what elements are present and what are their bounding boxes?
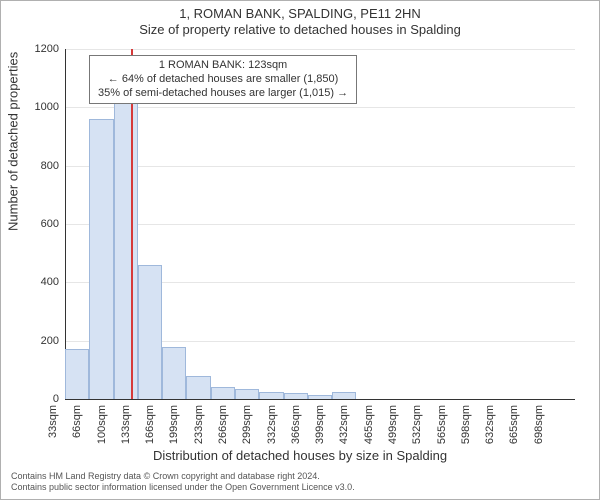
chart-plot-area: 02004006008001000120033sqm66sqm100sqm133… xyxy=(65,49,575,399)
y-tick-label: 1000 xyxy=(35,101,65,113)
x-tick-label: 632sqm xyxy=(484,405,496,444)
x-tick-label: 100sqm xyxy=(96,405,108,444)
gridline xyxy=(65,49,575,50)
x-tick-label: 266sqm xyxy=(217,405,229,444)
y-axis-label: Number of detached properties xyxy=(6,52,21,231)
x-tick-label: 233sqm xyxy=(193,405,205,444)
annotation-box: 1 ROMAN BANK: 123sqm ← 64% of detached h… xyxy=(89,55,357,104)
histogram-bar xyxy=(162,347,186,400)
x-tick-label: 199sqm xyxy=(168,405,180,444)
x-axis-label: Distribution of detached houses by size … xyxy=(1,448,599,463)
annotation-line: ← 64% of detached houses are smaller (1,… xyxy=(98,73,348,87)
x-tick-label: 33sqm xyxy=(47,405,59,438)
annotation-line: 35% of semi-detached houses are larger (… xyxy=(98,87,348,101)
gridline xyxy=(65,224,575,225)
y-axis-line xyxy=(65,49,66,399)
x-tick-label: 565sqm xyxy=(436,405,448,444)
page-title: 1, ROMAN BANK, SPALDING, PE11 2HN xyxy=(1,7,599,21)
histogram-bar xyxy=(186,376,210,399)
gridline xyxy=(65,107,575,108)
histogram-bar xyxy=(332,392,356,399)
y-tick-label: 400 xyxy=(41,276,65,288)
footer-attribution: Contains HM Land Registry data © Crown c… xyxy=(11,471,355,494)
gridline xyxy=(65,399,575,400)
histogram-bar xyxy=(211,387,235,399)
y-tick-label: 200 xyxy=(41,335,65,347)
annotation-line: 1 ROMAN BANK: 123sqm xyxy=(98,59,348,73)
x-tick-label: 166sqm xyxy=(144,405,156,444)
footer-line: Contains HM Land Registry data © Crown c… xyxy=(11,471,355,482)
x-tick-label: 399sqm xyxy=(314,405,326,444)
x-tick-label: 366sqm xyxy=(290,405,302,444)
histogram-bar xyxy=(65,349,89,399)
x-tick-label: 499sqm xyxy=(387,405,399,444)
footer-line: Contains public sector information licen… xyxy=(11,482,355,493)
page-subtitle: Size of property relative to detached ho… xyxy=(1,23,599,37)
x-tick-label: 598sqm xyxy=(460,405,472,444)
y-tick-label: 800 xyxy=(41,160,65,172)
histogram-bar xyxy=(259,392,283,399)
y-tick-label: 600 xyxy=(41,218,65,230)
x-tick-label: 465sqm xyxy=(363,405,375,444)
x-tick-label: 698sqm xyxy=(533,405,545,444)
x-tick-label: 332sqm xyxy=(266,405,278,444)
x-tick-label: 432sqm xyxy=(338,405,350,444)
x-tick-label: 66sqm xyxy=(71,405,83,438)
histogram-bar xyxy=(114,87,138,399)
histogram-bar xyxy=(235,389,259,399)
gridline xyxy=(65,166,575,167)
histogram-bar xyxy=(89,119,113,399)
x-tick-label: 665sqm xyxy=(508,405,520,444)
histogram-bar xyxy=(308,395,332,399)
x-tick-label: 532sqm xyxy=(411,405,423,444)
y-tick-label: 1200 xyxy=(35,43,65,55)
y-tick-label: 0 xyxy=(53,393,65,405)
x-tick-label: 299sqm xyxy=(241,405,253,444)
x-tick-label: 133sqm xyxy=(120,405,132,444)
histogram-bar xyxy=(138,265,162,399)
histogram-bar xyxy=(284,393,308,399)
